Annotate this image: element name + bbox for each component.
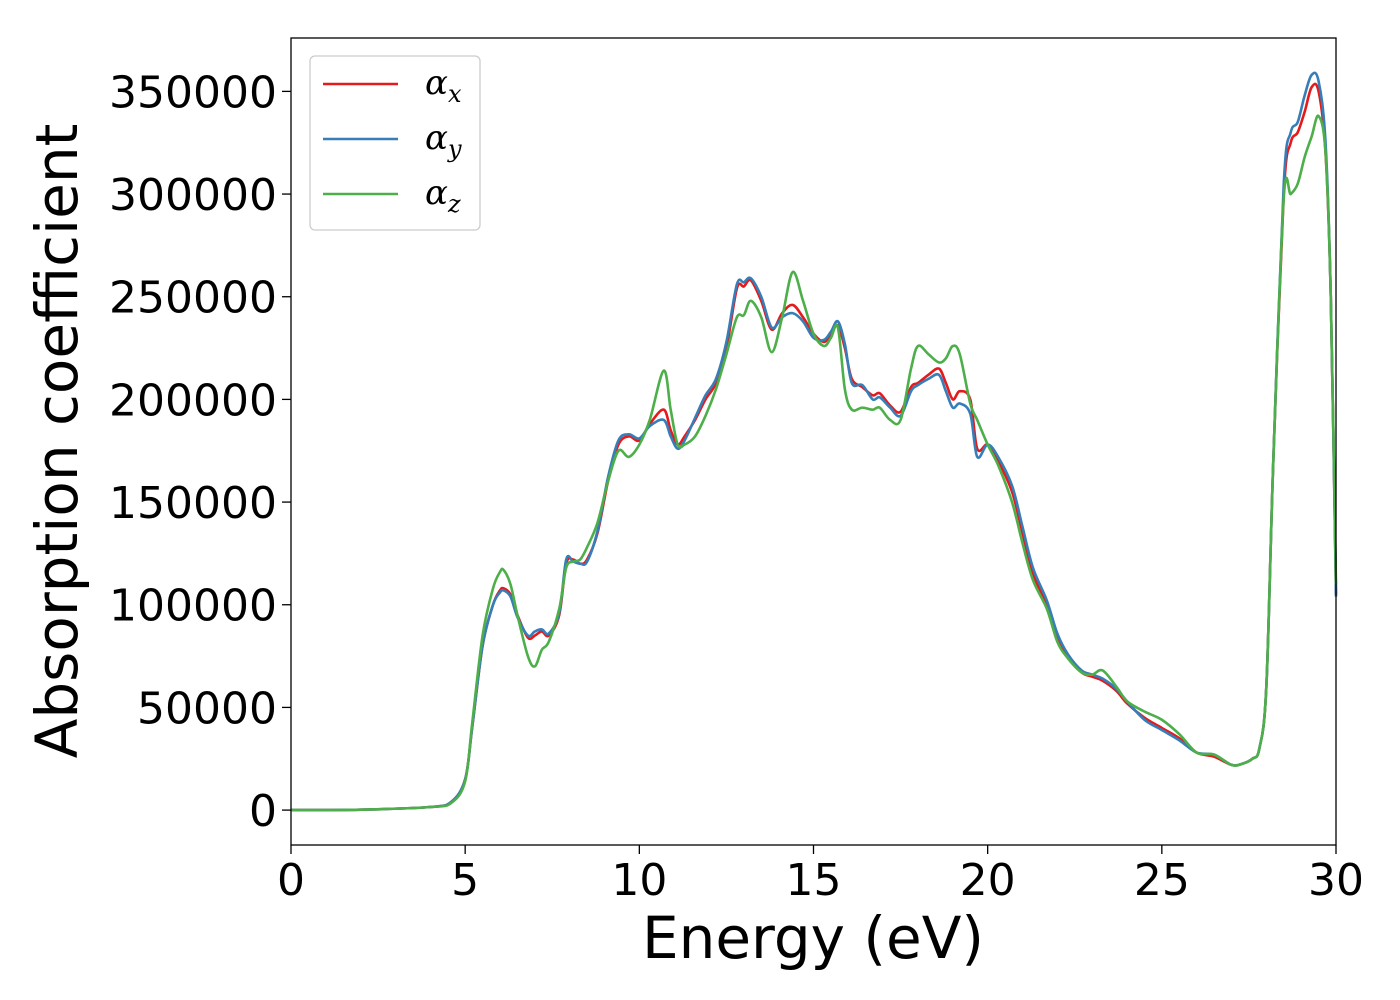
- y-tick-label: 0: [249, 786, 277, 837]
- legend-box: [309, 55, 481, 231]
- legend: αx αy αz: [309, 55, 481, 231]
- x-axis-title: Energy (eV): [642, 904, 984, 972]
- y-tick-label: 250000: [109, 273, 277, 324]
- y-tick-label: 350000: [109, 67, 277, 118]
- y-tick-label: 100000: [109, 581, 277, 632]
- y-axis-title: Absorption coefficient: [23, 124, 91, 759]
- y-tick-label: 150000: [109, 478, 277, 529]
- x-tick-label: 0: [277, 855, 305, 906]
- series-layer: [290, 71, 1338, 812]
- x-axis: 0 5 10 15 20 25 30: [277, 845, 1364, 906]
- x-tick-label: 10: [611, 855, 667, 906]
- legend-label-z: αz: [425, 173, 461, 218]
- x-tick-label: 20: [960, 855, 1016, 906]
- legend-label-y: αy: [425, 118, 462, 163]
- legend-label-x: αx: [425, 63, 462, 108]
- y-axis: 0 50000 100000 150000 200000 250000 300000 3500…: [109, 67, 291, 837]
- x-tick-label: 25: [1134, 855, 1190, 906]
- x-tick-label: 15: [786, 855, 842, 906]
- series-line-z: [290, 114, 1338, 812]
- y-tick-label: 200000: [109, 375, 277, 426]
- x-tick-label: 30: [1308, 855, 1364, 906]
- x-tick-label: 5: [451, 855, 479, 906]
- y-tick-label: 300000: [109, 170, 277, 221]
- y-tick-label: 50000: [137, 683, 277, 734]
